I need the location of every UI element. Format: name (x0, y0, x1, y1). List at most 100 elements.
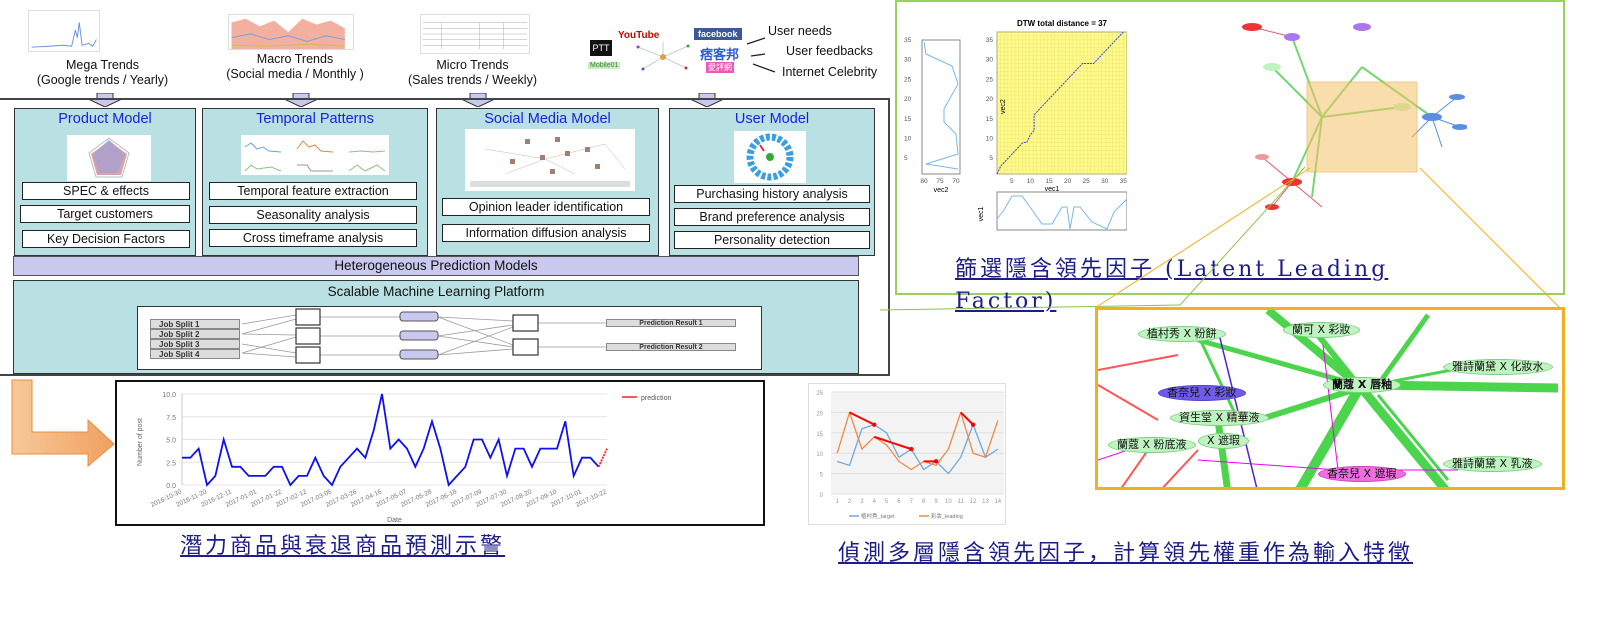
pipeline-diagram: Job Split 1 Job Split 2 Job Split 3 Job … (137, 306, 762, 370)
network-node: 香奈兒 X 遮瑕 (1318, 466, 1406, 482)
zoom-connector-lines (880, 166, 1561, 311)
job-split-1: Job Split 1 (150, 319, 240, 329)
y-tick-label: 5.0 (166, 438, 176, 445)
y-tick-label: 5 (989, 155, 993, 162)
x-tick-label: 3 (860, 499, 864, 505)
ptt-logo: PTT (590, 40, 612, 56)
side-y-tick-label: 10 (904, 136, 912, 143)
micro-trends-label: Micro Trends (Sales trends / Weekly) (390, 58, 555, 88)
y-tick-label: 35 (986, 37, 994, 44)
brand-preference-analysis-box: Brand preference analysis (674, 208, 870, 226)
ipeen-logo: 愛評網 (706, 62, 734, 73)
social-graph-icon (636, 42, 690, 71)
network-node: 雅詩蘭黛 X 化妝水 (1443, 359, 1553, 375)
dtw-title: DTW total distance = 37 (1017, 19, 1108, 28)
y-tick-label: 15 (986, 116, 994, 123)
red-arrow (873, 435, 912, 451)
mobile01-logo: Mobile01 (588, 62, 621, 69)
x-tick-label: 6 (897, 499, 901, 505)
y-tick-label: 25 (986, 76, 994, 83)
bottom-y-label: vec1 (978, 207, 985, 222)
platform-title: Scalable Machine Learning Platform (327, 284, 545, 299)
temporal-charts-thumbnail (241, 135, 389, 175)
network-node: 雅詩蘭黛 X 乳液 (1443, 456, 1542, 472)
dtw-plot: DTW total distance = 37 5 5 5 10 10 10 15 15 15 20… (904, 19, 1127, 231)
x-tick-label: 2 (848, 499, 852, 505)
side-x-label: vec2 (934, 187, 949, 194)
network-zoom-view: 植村秀 X 粉餅 蘭可 X 彩妝 雅詩蘭黛 X 化妝水 蘭蔻 X 唇釉 香奈兒 … (1095, 307, 1565, 490)
macro-trends-thumbnail (228, 14, 354, 50)
x-tick-label: 12 (970, 499, 977, 505)
heterogeneous-prediction-models-bar: Heterogeneous Prediction Models (13, 256, 859, 276)
side-y-tick-label: 30 (904, 57, 912, 64)
network-node: 蘭蔻 X 唇釉 (1323, 377, 1402, 393)
pipeline-links (241, 308, 606, 364)
y-tick-label: 5 (820, 473, 824, 479)
y-tick-label: 30 (986, 57, 994, 64)
network-node: X 遮瑕 (1198, 433, 1250, 449)
panel-title: Product Model (58, 111, 152, 127)
radar-chart-thumbnail (67, 135, 151, 181)
side-y-tick-label: 20 (904, 96, 912, 103)
seasonality-analysis-box: Seasonality analysis (209, 206, 417, 224)
post-count-chart-svg: 0.02.55.07.510.02016-10-302016-11-202016… (137, 392, 671, 524)
product-model-panel: Product Model SPEC & effects Target cust… (14, 108, 196, 256)
architecture-frame (0, 98, 890, 376)
target-customers-box: Target customers (20, 205, 190, 223)
social-media-model-panel: Social Media Model Opinion leader identi… (436, 108, 659, 256)
temporal-patterns-panel: Temporal Patterns Temporal feature extra… (202, 108, 428, 256)
x-tick-label: 5 (885, 499, 889, 505)
mega-trends-label: Mega Trends (Google trends / Yearly) (15, 58, 190, 88)
side-y-tick-label: 35 (904, 37, 912, 44)
series-line (836, 411, 999, 471)
source-subtitle: (Social media / Monthly ) (226, 67, 364, 81)
x-tick-label: 7 (910, 499, 914, 505)
brand-network-graph (1242, 23, 1467, 210)
y-tick-label: 10 (816, 452, 823, 458)
x-tick-label: 10 (1027, 178, 1035, 185)
x-tick-label: 15 (1045, 178, 1053, 185)
network-node: 植村秀 X 粉餅 (1138, 326, 1226, 342)
source-title: Micro Trends (436, 58, 509, 72)
x-tick-label: 30 (1101, 178, 1109, 185)
temporal-feature-extraction-box: Temporal feature extraction (209, 182, 417, 200)
x-tick-label: 5 (1010, 178, 1014, 185)
source-title: Mega Trends (66, 58, 139, 72)
y-tick-label: 7.5 (166, 415, 176, 422)
personality-detection-box: Personality detection (674, 231, 870, 249)
source-subtitle: (Google trends / Yearly) (36, 73, 169, 87)
pixnet-logo: 痞客邦 (700, 47, 740, 62)
series-line (836, 423, 999, 475)
x-tick-label: 10 (945, 499, 952, 505)
red-arrow (849, 411, 875, 426)
legend-label: 彩妝_leading (931, 512, 963, 520)
red-arrow-head (970, 422, 976, 427)
youtube-logo: YouTube (618, 30, 660, 41)
job-split-3: Job Split 3 (150, 339, 240, 349)
internet-celebrity-label: Internet Celebrity (782, 65, 878, 79)
social-logos: PTT YouTube facebook 痞客邦 Mobile01 愛評網 (588, 28, 758, 78)
bottom-plot-line (996, 195, 1127, 230)
side-x-tick-label: 75 (936, 178, 944, 185)
macro-trends-label: Macro Trends (Social media / Monthly ) (200, 52, 390, 82)
bottom-plot (996, 191, 1127, 231)
legend-label: prediction (641, 395, 671, 402)
x-tick-label: 1 (836, 499, 840, 505)
job-split-4: Job Split 4 (150, 349, 240, 359)
zoom-region-highlight (1306, 81, 1418, 173)
side-y-tick-label: 15 (904, 116, 912, 123)
red-arrow-head (872, 422, 877, 427)
y-tick-label: 0 (820, 493, 824, 499)
x-tick-label: 20 (1064, 178, 1072, 185)
x-tick-label: 25 (1083, 178, 1091, 185)
connector-lines (746, 37, 776, 73)
source-title: Macro Trends (256, 52, 334, 66)
warping-path (996, 31, 1124, 175)
job-split-2: Job Split 2 (150, 329, 240, 339)
key-decision-factors-box: Key Decision Factors (22, 230, 190, 248)
network-node: 資生堂 X 精華液 (1170, 410, 1269, 426)
opinion-leader-identification-box: Opinion leader identification (442, 198, 650, 216)
network-node: 蘭可 X 彩妝 (1283, 322, 1360, 338)
network-node: 香奈兒 X 彩妝 (1158, 385, 1246, 401)
